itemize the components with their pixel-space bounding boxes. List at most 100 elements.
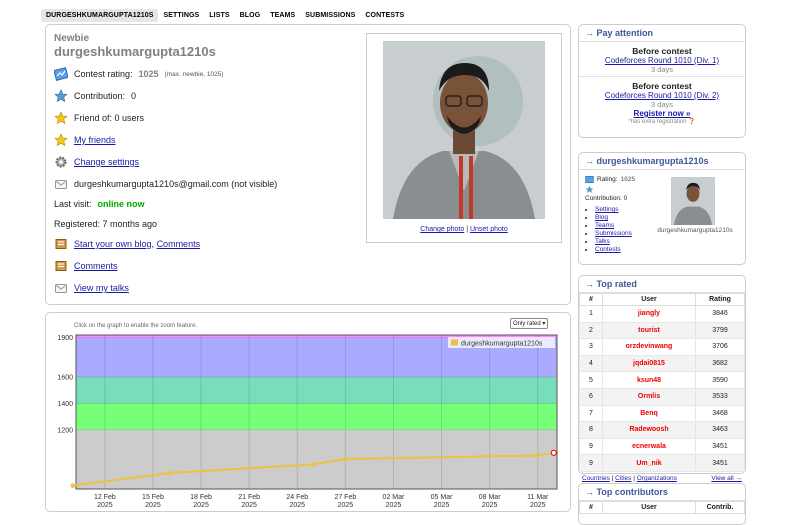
rating-row: Contest rating: 1025 (max. newbie, 1025) bbox=[54, 67, 223, 81]
top-nav: DURGESHKUMARGUPTA1210S SETTINGS LISTS BL… bbox=[41, 9, 409, 22]
top-contributors-title: → Top contributors bbox=[579, 484, 745, 501]
user-link[interactable]: ksun48 bbox=[636, 376, 662, 384]
start-blog-link[interactable]: Start your own blog bbox=[74, 239, 152, 249]
organizations-link[interactable]: Organizations bbox=[636, 474, 677, 482]
view-talks-link[interactable]: View my talks bbox=[74, 283, 129, 293]
registered-text: Registered: 7 months ago bbox=[54, 219, 158, 229]
sidebar-rating-value: 1025 bbox=[620, 176, 636, 183]
table-row: 2 tourist 3799 bbox=[579, 321, 745, 340]
table-row: 4 jqdai0815 3682 bbox=[579, 354, 745, 373]
user-cell[interactable]: Ormlis bbox=[602, 387, 696, 406]
user-cell[interactable]: Radewoosh bbox=[602, 421, 696, 439]
contest-link-div2[interactable]: Codeforces Round 1010 (Div. 2) bbox=[604, 91, 720, 100]
sidebar-link-talks[interactable]: Talks bbox=[595, 238, 610, 245]
user-cell[interactable]: orzdevinwang bbox=[602, 338, 696, 356]
sidebar-link-contests[interactable]: Contests bbox=[595, 246, 621, 253]
star-gold-icon bbox=[54, 111, 68, 125]
help-icon[interactable]: ❓ bbox=[688, 119, 696, 125]
nav-contests[interactable]: CONTESTS bbox=[365, 12, 405, 19]
nav-lists[interactable]: LISTS bbox=[209, 12, 230, 19]
register-now-link[interactable]: Register now » bbox=[633, 109, 691, 118]
x-tick-label: 2025 bbox=[97, 502, 113, 509]
sidebar-link-submissions[interactable]: Submissions bbox=[595, 230, 632, 237]
rating-cell: 3590 bbox=[695, 371, 745, 389]
legend-swatch bbox=[451, 339, 458, 346]
blog-icon bbox=[55, 239, 67, 249]
rating-max: (max. newbie, 1025) bbox=[164, 70, 224, 78]
sidebar-avatar-caption: durgeshkumargupta1210s bbox=[657, 227, 733, 234]
table-row: 3 orzdevinwang 3706 bbox=[579, 338, 745, 356]
rating-point bbox=[550, 449, 557, 456]
email-row: durgeshkumargupta1210s@gmail.com (not vi… bbox=[54, 177, 277, 191]
blog-row: Start your own blog, Comments bbox=[54, 237, 200, 251]
x-tick-label: 15 Feb bbox=[142, 494, 164, 501]
pay-attention-box: → Pay attention Before contest Codeforce… bbox=[578, 24, 746, 138]
user-link[interactable]: Um_nik bbox=[636, 459, 662, 467]
rating-cell: 3451 bbox=[695, 454, 745, 472]
unset-photo-link[interactable]: Unset photo bbox=[469, 226, 508, 233]
x-tick-label: 2025 bbox=[145, 502, 161, 509]
change-photo-link[interactable]: Change photo bbox=[420, 226, 465, 233]
rating-cell: 3468 bbox=[695, 404, 745, 423]
user-link[interactable]: jiangly bbox=[637, 310, 661, 318]
change-settings-link[interactable]: Change settings bbox=[74, 157, 140, 167]
user-link[interactable]: Ormlis bbox=[637, 393, 661, 401]
top-contributors-table: # User Contrib. bbox=[579, 501, 745, 514]
my-friends-link[interactable]: My friends bbox=[74, 135, 116, 145]
star-blue-icon bbox=[585, 185, 594, 194]
sidebar-link-settings[interactable]: Settings bbox=[595, 206, 619, 213]
user-link[interactable]: orzdevinwang bbox=[625, 343, 673, 351]
rank-cell: 2 bbox=[579, 321, 603, 340]
rating-graph-box: Click on the graph to enable the zoom fe… bbox=[45, 312, 571, 512]
nav-submissions[interactable]: SUBMISSIONS bbox=[305, 12, 356, 19]
nav-settings[interactable]: SETTINGS bbox=[163, 12, 200, 19]
registration-note: *has extra registration ❓ bbox=[581, 118, 743, 125]
x-tick-label: 27 Feb bbox=[334, 494, 356, 501]
table-row: 7 Benq 3468 bbox=[579, 404, 745, 423]
nav-blog[interactable]: BLOG bbox=[239, 12, 261, 19]
rating-cell: 3463 bbox=[695, 421, 745, 439]
sidebar-contribution-value: 0 bbox=[623, 195, 628, 202]
contest-heading: Before contest bbox=[632, 46, 692, 56]
nav-handle[interactable]: DURGESHKUMARGUPTA1210S bbox=[41, 9, 159, 22]
rank-cell: 6 bbox=[579, 387, 603, 406]
x-tick-label: 08 Mar bbox=[479, 494, 501, 501]
user-link[interactable]: ecnerwala bbox=[632, 443, 666, 451]
last-visit-row: Last visit: online now bbox=[54, 199, 145, 209]
sidebar-link-blog[interactable]: Blog bbox=[595, 214, 609, 221]
user-link[interactable]: jqdai0815 bbox=[633, 360, 665, 368]
user-cell[interactable]: tourist bbox=[602, 321, 696, 340]
comments-link[interactable]: Comments bbox=[156, 239, 201, 249]
legend-box bbox=[448, 337, 555, 348]
graph-hint: Click on the graph to enable the zoom fe… bbox=[74, 323, 198, 329]
user-cell[interactable]: jiangly bbox=[602, 305, 696, 323]
sidebar-link-teams[interactable]: Teams bbox=[595, 222, 615, 229]
cities-link[interactable]: Cities bbox=[615, 474, 632, 482]
view-all-link[interactable]: View all → bbox=[711, 474, 742, 482]
rated-filter-select[interactable]: Only rated ▾ bbox=[510, 318, 549, 329]
rating-band bbox=[76, 429, 557, 489]
table-row: 1 jiangly 3846 bbox=[579, 305, 745, 323]
y-tick-label: 1200 bbox=[57, 427, 73, 434]
top-contributors-box: → Top contributors # User Contrib. bbox=[578, 483, 746, 525]
user-link[interactable]: Benq bbox=[640, 409, 658, 417]
user-photo bbox=[383, 41, 545, 219]
rating-point bbox=[70, 483, 76, 488]
rating-cell: 3799 bbox=[695, 321, 745, 340]
user-cell[interactable]: ecnerwala bbox=[602, 437, 696, 456]
nav-teams[interactable]: TEAMS bbox=[270, 12, 296, 19]
user-cell[interactable]: Benq bbox=[602, 404, 696, 423]
user-cell[interactable]: Um_nik bbox=[602, 454, 696, 472]
comments-page-link[interactable]: Comments bbox=[74, 261, 118, 271]
user-cell[interactable]: ksun48 bbox=[602, 371, 696, 389]
user-link[interactable]: Radewoosh bbox=[629, 426, 669, 434]
contest-link-div1[interactable]: Codeforces Round 1010 (Div. 1) bbox=[604, 56, 720, 65]
countries-link[interactable]: Countries bbox=[582, 474, 610, 482]
user-cell[interactable]: jqdai0815 bbox=[602, 354, 696, 373]
user-link[interactable]: tourist bbox=[638, 326, 660, 334]
user-photo-frame: Change photo | Unset photo bbox=[366, 33, 562, 243]
rating-point bbox=[166, 470, 172, 476]
sidebar-contribution-text: Contribution: 0 bbox=[585, 195, 635, 202]
x-tick-label: 18 Feb bbox=[190, 494, 212, 501]
